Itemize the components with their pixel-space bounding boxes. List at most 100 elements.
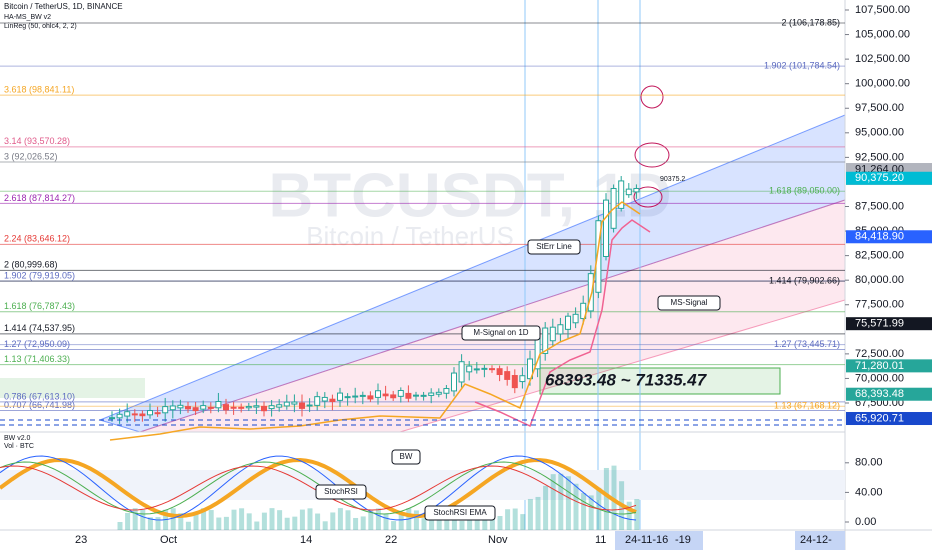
candle-body bbox=[131, 413, 138, 416]
volume-bar bbox=[527, 498, 533, 530]
candle-body bbox=[496, 368, 503, 376]
volume-bar bbox=[193, 512, 199, 530]
candle-body bbox=[504, 371, 511, 380]
candle-body bbox=[405, 392, 412, 399]
fib-label: 2.24 (83,646.12) bbox=[4, 234, 70, 244]
volume-bar bbox=[208, 510, 214, 530]
price-label: 77,500.00 bbox=[855, 299, 904, 311]
candle-body bbox=[268, 405, 275, 410]
volume-bar bbox=[201, 508, 207, 530]
callout-text: StochRSI bbox=[324, 487, 358, 496]
candle-body bbox=[549, 326, 556, 342]
symbol-title: Bitcoin / TetherUS, 1D, BINANCE bbox=[4, 2, 123, 11]
candle-body bbox=[261, 405, 267, 412]
volume-bar bbox=[353, 517, 359, 530]
fib-label: 1.13 (67,168.12) bbox=[774, 401, 840, 411]
price-tag bbox=[846, 171, 932, 185]
candle-body bbox=[162, 406, 169, 414]
candle-body bbox=[321, 396, 328, 402]
volume-bar bbox=[360, 516, 366, 530]
candle-body bbox=[215, 401, 222, 409]
candle-body bbox=[527, 358, 533, 380]
volume-bar bbox=[330, 512, 336, 530]
candle-body bbox=[200, 405, 207, 410]
oscillator-line bbox=[0, 461, 637, 515]
price-tag bbox=[846, 412, 932, 426]
range-label: 68393.48 ~ 71335.47 bbox=[545, 370, 708, 389]
volume-bar bbox=[383, 513, 389, 530]
pane-title: BW v2.0 bbox=[4, 435, 31, 442]
volume-bar bbox=[231, 509, 237, 530]
fib-label: 1.902 (101,784.54) bbox=[764, 61, 840, 71]
volume-bar bbox=[581, 493, 587, 530]
candle-body bbox=[283, 401, 290, 407]
candle-body bbox=[625, 188, 632, 196]
candle-body bbox=[291, 401, 298, 405]
price-label: 72,500.00 bbox=[855, 348, 904, 360]
price-tag-label: 65,920.71 bbox=[855, 412, 904, 424]
time-label: 22 bbox=[385, 534, 397, 546]
candle-body bbox=[595, 220, 602, 293]
candle-body bbox=[169, 405, 176, 411]
callout-box bbox=[391, 449, 421, 465]
volume-bar bbox=[375, 508, 381, 530]
candle-body bbox=[154, 412, 161, 415]
osc-label: 40.00 bbox=[855, 486, 883, 498]
candle-body bbox=[359, 394, 366, 397]
candle-body bbox=[367, 395, 374, 400]
indicator-name: HA-MS_BW v2 bbox=[4, 14, 51, 21]
fib-label: 3.14 (93,570.28) bbox=[4, 136, 70, 146]
fib-label: 2.618 (87,814.27) bbox=[4, 193, 75, 203]
candle-body bbox=[451, 372, 457, 392]
volume-bar bbox=[223, 516, 229, 530]
callout-box bbox=[527, 239, 581, 255]
stoch-band bbox=[0, 470, 845, 500]
price-label: 102,500.00 bbox=[855, 53, 910, 65]
fib-label: 3.618 (98,841.11) bbox=[4, 84, 74, 94]
price-label: 100,000.00 bbox=[855, 78, 910, 90]
candle-body bbox=[557, 324, 564, 335]
indicator-name: LinReg (50, ohlc4, 2, 2) bbox=[4, 23, 77, 30]
fib-label: 0.707 (66,741.98) bbox=[4, 400, 75, 410]
candle-body bbox=[238, 406, 245, 409]
time-label: 23 bbox=[75, 534, 87, 546]
candle-body bbox=[397, 390, 404, 397]
candle-body bbox=[481, 367, 488, 370]
candle-body bbox=[572, 313, 579, 324]
volume-bar bbox=[429, 516, 435, 530]
candle-body bbox=[337, 392, 343, 401]
volume-bar bbox=[261, 512, 267, 530]
volume-bar bbox=[239, 508, 245, 530]
range-zone bbox=[539, 367, 781, 395]
price-label: 97,500.00 bbox=[855, 102, 904, 114]
volume-bar bbox=[421, 518, 427, 530]
candle-body bbox=[603, 199, 609, 257]
candle-body bbox=[329, 398, 336, 403]
callout-box bbox=[315, 484, 367, 500]
volume-bar bbox=[254, 521, 260, 530]
volume-bar bbox=[147, 517, 153, 530]
volume-bar bbox=[307, 508, 313, 530]
candle-body bbox=[124, 411, 131, 417]
volume-bar bbox=[489, 518, 495, 530]
candle-body bbox=[299, 402, 305, 409]
price-tag-label: 68,393.48 bbox=[855, 388, 904, 400]
candle-body bbox=[565, 315, 571, 330]
candle-body bbox=[458, 361, 465, 383]
candle-body bbox=[428, 392, 435, 396]
volume-bar bbox=[451, 513, 457, 530]
callout-text: M-Signal on 1D bbox=[473, 328, 528, 337]
volume-bar bbox=[299, 509, 305, 530]
volume-bar bbox=[368, 509, 374, 530]
candle-body bbox=[390, 394, 397, 399]
candle-body bbox=[633, 187, 640, 193]
candle-body bbox=[192, 407, 199, 412]
price-label: 82,500.00 bbox=[855, 250, 904, 262]
volume-bar bbox=[550, 474, 556, 530]
candle-body bbox=[511, 375, 518, 389]
fib-label: 1.414 (74,537.95) bbox=[4, 323, 75, 333]
volume-bar bbox=[178, 513, 184, 530]
osc-label: 80.00 bbox=[855, 457, 883, 469]
volume-bar bbox=[170, 508, 176, 530]
price-label: 87,500.00 bbox=[855, 200, 904, 212]
